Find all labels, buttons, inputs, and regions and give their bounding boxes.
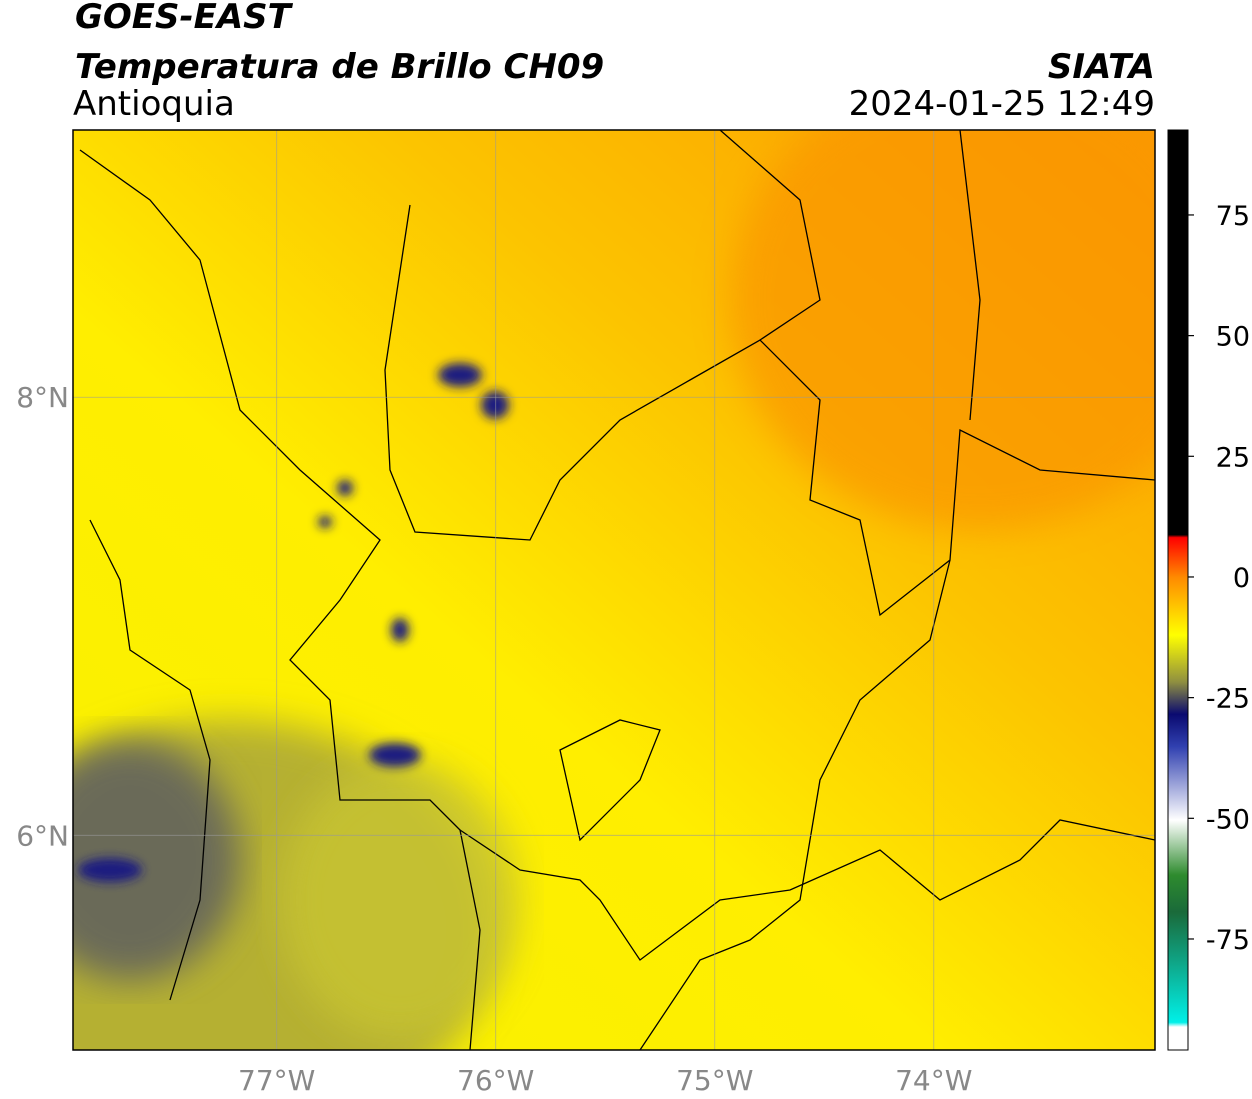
colorbar-tick-label: 75	[1216, 201, 1250, 232]
timestamp: 2024-01-25 12:49	[849, 84, 1155, 124]
lon-tick-label: 74°W	[895, 1064, 972, 1097]
colorbar	[1167, 129, 1189, 1051]
source: SIATA	[1048, 47, 1155, 87]
colorbar-tick-label: -75	[1206, 925, 1250, 956]
region: Antioquia	[73, 84, 235, 124]
lat-tick-label: 8°N	[16, 381, 69, 414]
lon-tick-label: 76°W	[457, 1064, 534, 1097]
colorbar-tick-label: 50	[1216, 322, 1250, 353]
colorbar-tick-label: -25	[1206, 684, 1250, 715]
colorbar-tick-label: 0	[1233, 563, 1250, 594]
map-frame	[72, 129, 1156, 1051]
colorbar-tick-label: -50	[1206, 804, 1250, 835]
lon-tick-label: 75°W	[676, 1064, 753, 1097]
title: GOES-EAST	[75, 0, 294, 37]
lat-tick-label: 6°N	[16, 819, 69, 852]
lon-tick-label: 77°W	[238, 1064, 315, 1097]
map-imagery	[73, 130, 1155, 1050]
colorbar-tick-label: 25	[1216, 442, 1250, 473]
subtitle: Temperatura de Brillo CH09	[75, 47, 604, 87]
